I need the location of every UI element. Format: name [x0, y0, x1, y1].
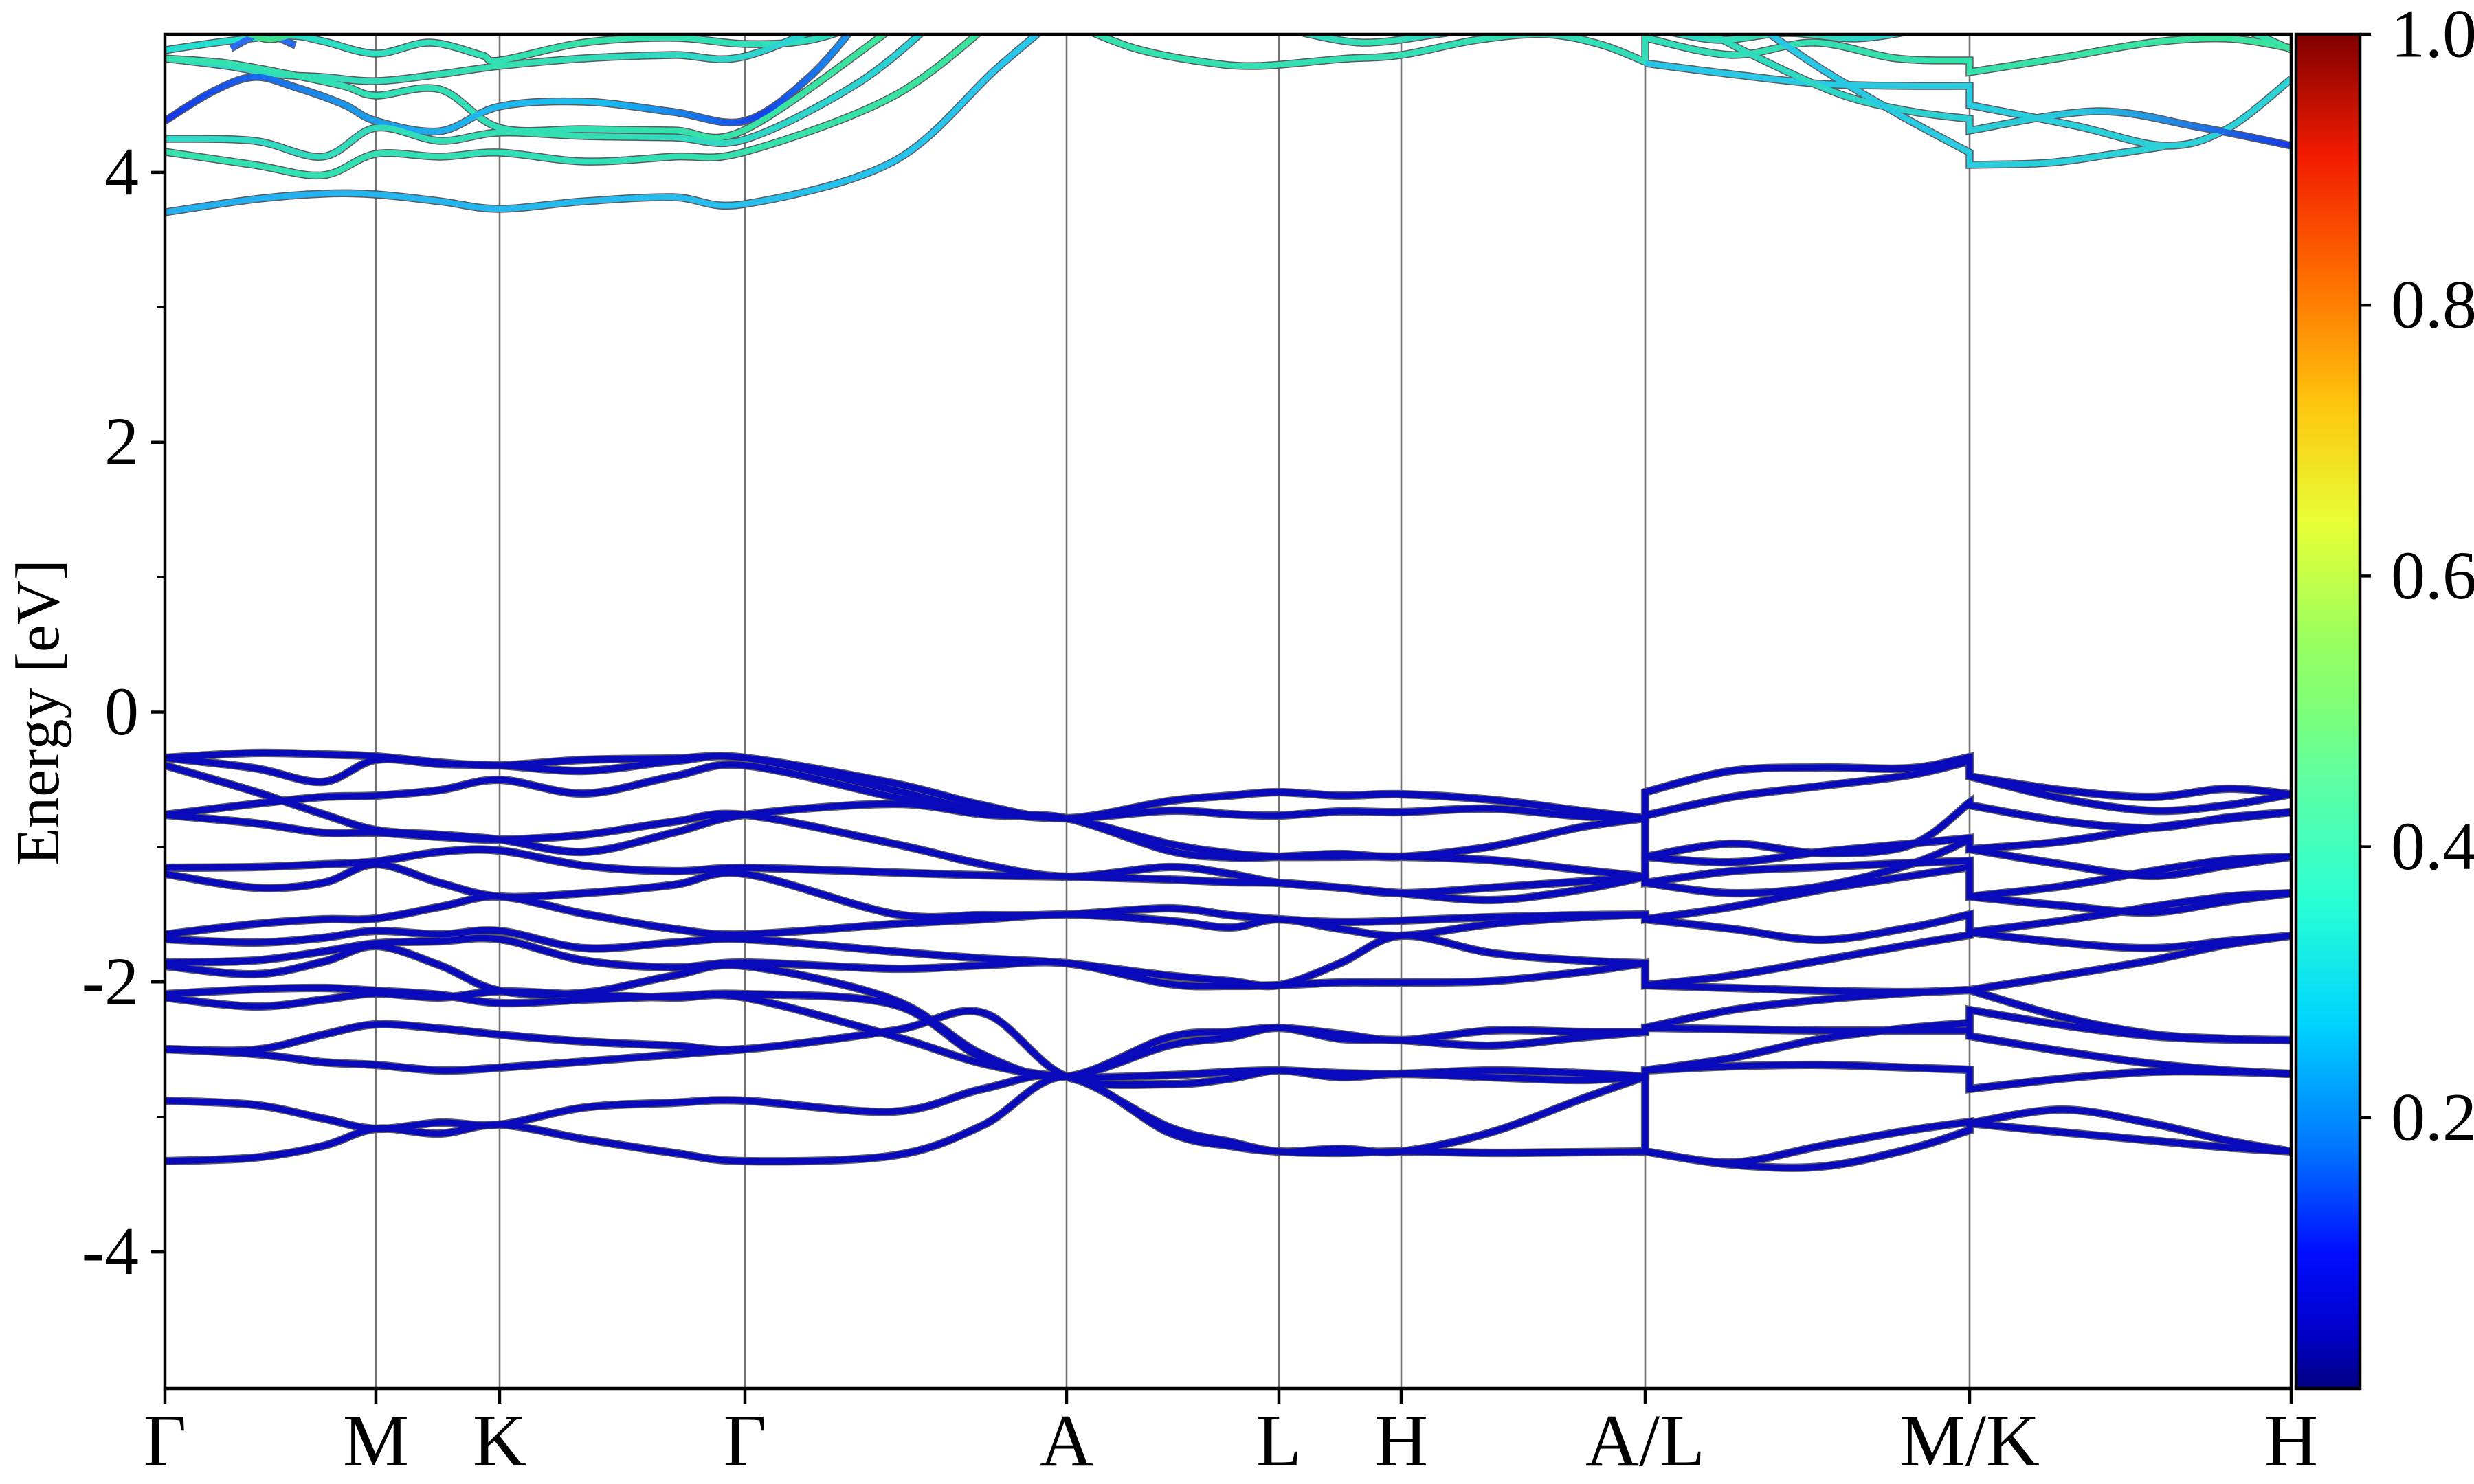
svg-text:Energy [eV]: Energy [eV] [4, 559, 72, 866]
svg-text:1.0: 1.0 [2391, 0, 2474, 72]
svg-text:0.8: 0.8 [2391, 267, 2474, 343]
svg-text:M/K: M/K [1899, 1400, 2040, 1482]
svg-text:A/L: A/L [1585, 1400, 1705, 1482]
svg-text:Γ: Γ [724, 1400, 766, 1482]
svg-text:0.6: 0.6 [2391, 537, 2474, 614]
svg-text:A: A [1040, 1400, 1093, 1482]
svg-text:H: H [1374, 1400, 1428, 1482]
svg-text:0: 0 [104, 673, 139, 750]
svg-text:Γ: Γ [144, 1400, 186, 1482]
svg-text:4: 4 [104, 133, 139, 210]
svg-text:0.4: 0.4 [2391, 808, 2474, 884]
svg-text:M: M [343, 1400, 409, 1482]
svg-text:0.2: 0.2 [2391, 1079, 2474, 1155]
svg-text:2: 2 [104, 403, 139, 480]
svg-text:-2: -2 [82, 943, 139, 1020]
svg-text:-4: -4 [82, 1213, 139, 1290]
svg-text:L: L [1256, 1400, 1302, 1482]
svg-text:K: K [473, 1400, 526, 1482]
svg-text:H: H [2264, 1400, 2318, 1482]
